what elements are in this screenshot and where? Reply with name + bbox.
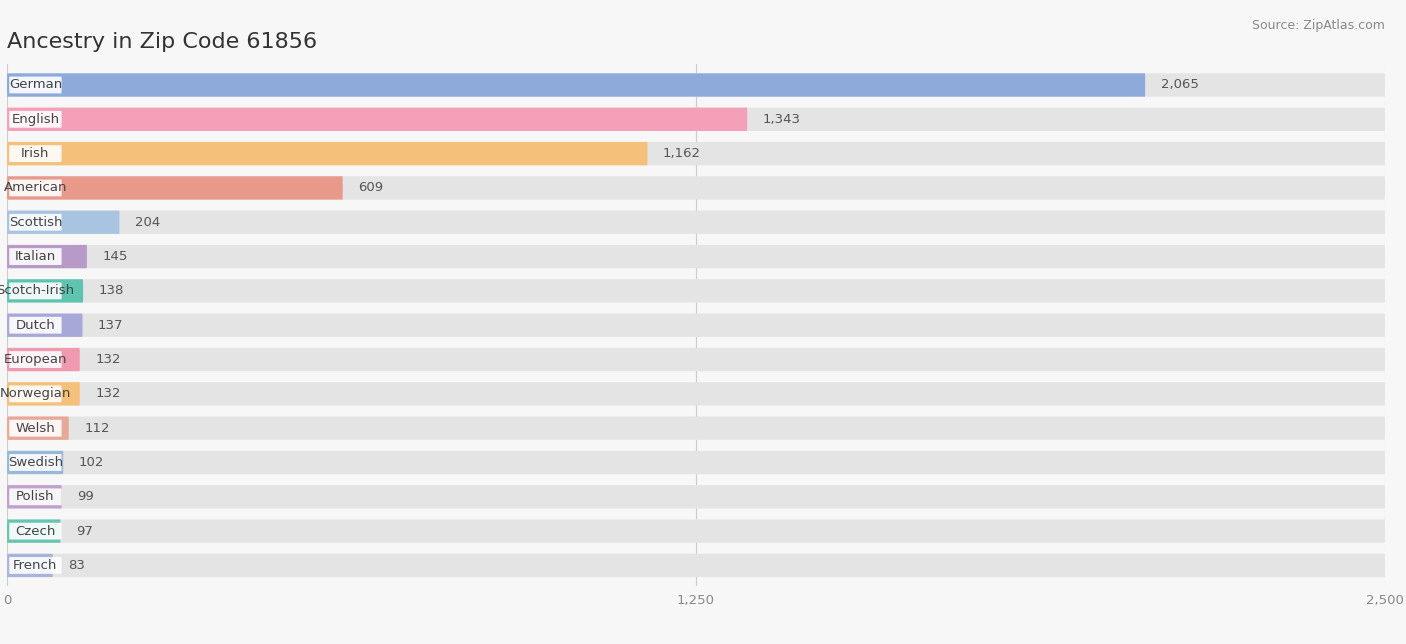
FancyBboxPatch shape <box>7 279 1385 303</box>
Text: Italian: Italian <box>15 250 56 263</box>
FancyBboxPatch shape <box>10 420 62 437</box>
FancyBboxPatch shape <box>10 454 62 471</box>
FancyBboxPatch shape <box>7 554 1385 577</box>
FancyBboxPatch shape <box>7 417 1385 440</box>
Text: 132: 132 <box>96 353 121 366</box>
FancyBboxPatch shape <box>7 417 69 440</box>
Text: 145: 145 <box>103 250 128 263</box>
Text: 97: 97 <box>76 525 93 538</box>
FancyBboxPatch shape <box>7 520 60 543</box>
FancyBboxPatch shape <box>7 73 1385 97</box>
FancyBboxPatch shape <box>7 348 80 371</box>
FancyBboxPatch shape <box>7 485 62 509</box>
Text: German: German <box>8 79 62 91</box>
Text: Polish: Polish <box>15 490 55 504</box>
FancyBboxPatch shape <box>10 488 62 505</box>
FancyBboxPatch shape <box>10 523 62 540</box>
FancyBboxPatch shape <box>7 279 83 303</box>
Text: Czech: Czech <box>15 525 56 538</box>
Text: 1,343: 1,343 <box>762 113 800 126</box>
Text: 137: 137 <box>98 319 124 332</box>
FancyBboxPatch shape <box>10 146 62 162</box>
Text: Scottish: Scottish <box>8 216 62 229</box>
Text: Swedish: Swedish <box>8 456 63 469</box>
FancyBboxPatch shape <box>10 557 62 574</box>
Text: 112: 112 <box>84 422 110 435</box>
FancyBboxPatch shape <box>7 73 1144 97</box>
FancyBboxPatch shape <box>7 314 1385 337</box>
Text: Scotch-Irish: Scotch-Irish <box>0 285 75 298</box>
Text: Irish: Irish <box>21 147 49 160</box>
FancyBboxPatch shape <box>7 211 1385 234</box>
FancyBboxPatch shape <box>7 108 747 131</box>
Text: Ancestry in Zip Code 61856: Ancestry in Zip Code 61856 <box>7 32 318 52</box>
Text: Welsh: Welsh <box>15 422 55 435</box>
Text: 2,065: 2,065 <box>1160 79 1198 91</box>
Text: 138: 138 <box>98 285 124 298</box>
FancyBboxPatch shape <box>7 554 53 577</box>
Text: Dutch: Dutch <box>15 319 55 332</box>
FancyBboxPatch shape <box>7 382 80 406</box>
FancyBboxPatch shape <box>10 283 62 299</box>
Text: 99: 99 <box>77 490 94 504</box>
FancyBboxPatch shape <box>7 108 1385 131</box>
FancyBboxPatch shape <box>7 485 1385 509</box>
FancyBboxPatch shape <box>10 77 62 93</box>
FancyBboxPatch shape <box>10 248 62 265</box>
Text: English: English <box>11 113 59 126</box>
FancyBboxPatch shape <box>7 142 1385 166</box>
Text: 204: 204 <box>135 216 160 229</box>
FancyBboxPatch shape <box>7 348 1385 371</box>
FancyBboxPatch shape <box>7 245 87 269</box>
FancyBboxPatch shape <box>10 386 62 402</box>
FancyBboxPatch shape <box>7 314 83 337</box>
Text: 102: 102 <box>79 456 104 469</box>
Text: Norwegian: Norwegian <box>0 387 72 401</box>
FancyBboxPatch shape <box>10 111 62 128</box>
Text: American: American <box>4 182 67 194</box>
FancyBboxPatch shape <box>7 451 63 474</box>
FancyBboxPatch shape <box>7 382 1385 406</box>
FancyBboxPatch shape <box>7 520 1385 543</box>
Text: Source: ZipAtlas.com: Source: ZipAtlas.com <box>1251 19 1385 32</box>
FancyBboxPatch shape <box>7 245 1385 269</box>
FancyBboxPatch shape <box>7 211 120 234</box>
Text: 1,162: 1,162 <box>662 147 702 160</box>
FancyBboxPatch shape <box>7 142 648 166</box>
Text: European: European <box>4 353 67 366</box>
Text: 609: 609 <box>359 182 384 194</box>
FancyBboxPatch shape <box>7 451 1385 474</box>
FancyBboxPatch shape <box>7 176 343 200</box>
Text: French: French <box>13 559 58 572</box>
Text: 83: 83 <box>69 559 86 572</box>
FancyBboxPatch shape <box>10 214 62 231</box>
FancyBboxPatch shape <box>7 176 1385 200</box>
Text: 132: 132 <box>96 387 121 401</box>
FancyBboxPatch shape <box>10 317 62 334</box>
FancyBboxPatch shape <box>10 351 62 368</box>
FancyBboxPatch shape <box>10 180 62 196</box>
